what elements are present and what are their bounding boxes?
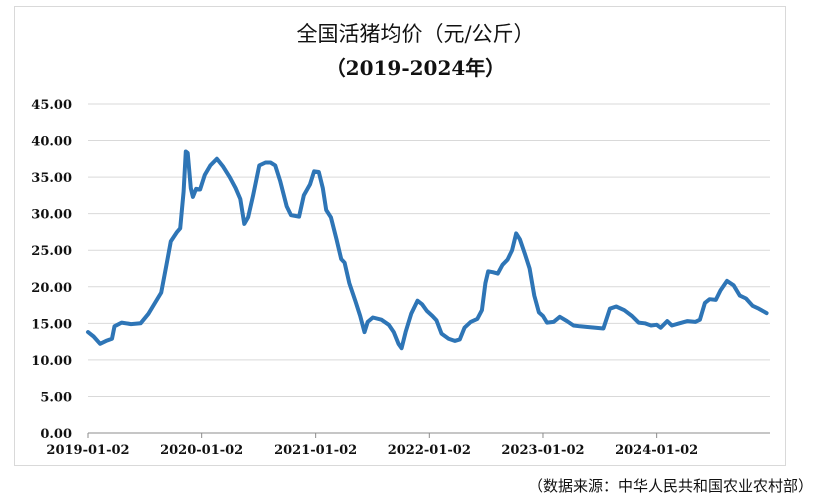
x-tick-label: 2023-01-02 xyxy=(501,443,584,458)
chart-subtitle: （2019-2024年） xyxy=(325,56,506,80)
y-tick-label: 5.00 xyxy=(40,390,72,405)
series-line xyxy=(86,149,769,351)
y-tick-label: 30.00 xyxy=(31,208,72,223)
y-tick-label: 15.00 xyxy=(31,317,72,332)
x-tick-label: 2024-01-02 xyxy=(615,443,698,458)
y-tick-label: 35.00 xyxy=(31,171,72,186)
x-tick-label: 2021-01-02 xyxy=(274,443,357,458)
y-tick-label: 10.00 xyxy=(31,354,72,369)
x-tick-label: 2022-01-02 xyxy=(388,443,471,458)
chart-frame xyxy=(14,6,786,466)
gridlines xyxy=(88,103,770,397)
y-tick-label: 20.00 xyxy=(31,281,72,296)
chart-title: 全国活猪均价（元/公斤） xyxy=(296,22,535,46)
source-note: （数据来源：中华人民共和国农业农村部） xyxy=(527,477,813,495)
y-tick-label: 45.00 xyxy=(31,98,72,113)
x-tick-label: 2020-01-02 xyxy=(160,443,243,458)
y-tick-label: 25.00 xyxy=(31,244,72,259)
series-layer xyxy=(86,149,769,351)
y-tick-label: 40.00 xyxy=(31,135,72,150)
x-axis: 2019-01-02 2020-01-02 2021-01-02 2022-01-02… xyxy=(46,432,770,458)
y-axis: 0.00 5.00 10.00 15.00 20.00 25.00 30.00 35.00 40… xyxy=(31,98,72,442)
x-tick-label: 2019-01-02 xyxy=(46,443,129,458)
y-tick-label: 0.00 xyxy=(40,427,72,442)
